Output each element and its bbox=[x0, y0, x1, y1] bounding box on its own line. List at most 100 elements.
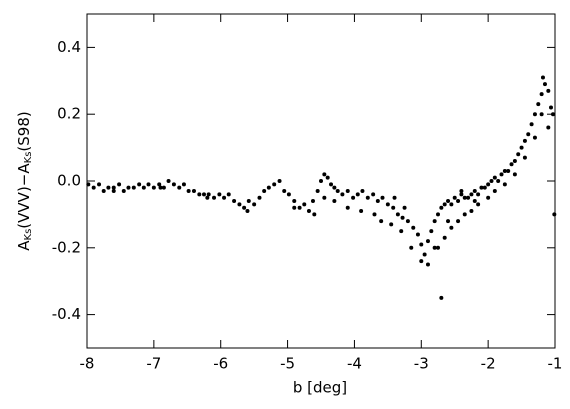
point bbox=[442, 235, 447, 240]
point bbox=[332, 185, 337, 190]
point bbox=[469, 192, 474, 197]
point bbox=[161, 185, 166, 190]
point bbox=[335, 189, 340, 194]
point bbox=[292, 199, 297, 204]
point bbox=[186, 189, 191, 194]
point bbox=[432, 245, 437, 250]
x-tick-label: -7 bbox=[146, 355, 161, 373]
point bbox=[411, 225, 416, 230]
point bbox=[252, 202, 257, 207]
point bbox=[286, 192, 291, 197]
point bbox=[371, 192, 376, 197]
point bbox=[512, 172, 517, 177]
point bbox=[237, 202, 242, 207]
point bbox=[111, 185, 116, 190]
point bbox=[509, 162, 514, 167]
point bbox=[446, 219, 451, 224]
point bbox=[197, 192, 202, 197]
point bbox=[332, 199, 337, 204]
point bbox=[449, 225, 454, 230]
point bbox=[405, 219, 410, 224]
point bbox=[257, 195, 262, 200]
point bbox=[472, 189, 477, 194]
point bbox=[529, 122, 534, 127]
point bbox=[202, 192, 206, 197]
point bbox=[86, 182, 91, 187]
point bbox=[101, 189, 106, 194]
point bbox=[121, 189, 126, 194]
point bbox=[232, 199, 237, 204]
point bbox=[462, 195, 467, 200]
point bbox=[512, 158, 517, 163]
point bbox=[106, 185, 111, 190]
point bbox=[360, 189, 365, 194]
point bbox=[489, 179, 494, 183]
point bbox=[550, 112, 555, 117]
point bbox=[499, 172, 504, 177]
point bbox=[496, 179, 501, 183]
y-label-part: A bbox=[15, 240, 33, 251]
point bbox=[322, 195, 327, 200]
point bbox=[312, 212, 317, 217]
point bbox=[419, 242, 424, 247]
point bbox=[306, 209, 311, 214]
point bbox=[472, 199, 477, 204]
point bbox=[459, 192, 464, 197]
point bbox=[365, 195, 370, 200]
point bbox=[340, 192, 345, 197]
point bbox=[469, 209, 474, 214]
point bbox=[389, 222, 394, 227]
point bbox=[226, 192, 231, 197]
point bbox=[506, 168, 511, 173]
point bbox=[379, 219, 384, 224]
point bbox=[446, 199, 451, 204]
y-label-part: (VVV)−A bbox=[15, 163, 33, 229]
point bbox=[141, 185, 146, 190]
point bbox=[492, 175, 497, 180]
x-axis-label: b [deg] bbox=[293, 379, 347, 397]
point bbox=[310, 199, 315, 204]
point bbox=[359, 209, 364, 214]
point bbox=[181, 182, 186, 187]
point bbox=[425, 239, 430, 244]
y-tick-label: 0.2 bbox=[57, 105, 81, 123]
point bbox=[502, 182, 507, 187]
point bbox=[137, 182, 142, 187]
point bbox=[242, 205, 247, 210]
point bbox=[456, 219, 461, 224]
point bbox=[351, 195, 356, 200]
x-tick-label: -6 bbox=[213, 355, 228, 373]
point bbox=[522, 138, 527, 143]
point bbox=[502, 168, 507, 173]
point bbox=[516, 152, 521, 157]
point bbox=[157, 182, 162, 187]
point bbox=[466, 195, 471, 200]
x-tick-label: -3 bbox=[414, 355, 429, 373]
point bbox=[375, 199, 380, 204]
point bbox=[409, 245, 414, 250]
point bbox=[262, 189, 267, 194]
point bbox=[476, 192, 481, 197]
point bbox=[399, 229, 404, 234]
point bbox=[212, 195, 217, 200]
point bbox=[391, 205, 396, 210]
point bbox=[222, 195, 227, 200]
point bbox=[449, 202, 454, 207]
point bbox=[177, 185, 182, 190]
point bbox=[439, 295, 444, 300]
point bbox=[272, 182, 277, 187]
point bbox=[422, 252, 427, 257]
point bbox=[171, 182, 176, 187]
point bbox=[277, 179, 282, 183]
y-axis-label: AKs(VVV)−AKs(S98) bbox=[15, 111, 35, 250]
point bbox=[392, 195, 397, 200]
point bbox=[429, 229, 434, 234]
point bbox=[319, 179, 323, 183]
x-tick-label: -8 bbox=[80, 355, 95, 373]
y-tick-label: 0.4 bbox=[57, 38, 81, 56]
point bbox=[532, 112, 537, 117]
point bbox=[486, 195, 491, 200]
point bbox=[552, 212, 557, 217]
point bbox=[315, 189, 320, 194]
